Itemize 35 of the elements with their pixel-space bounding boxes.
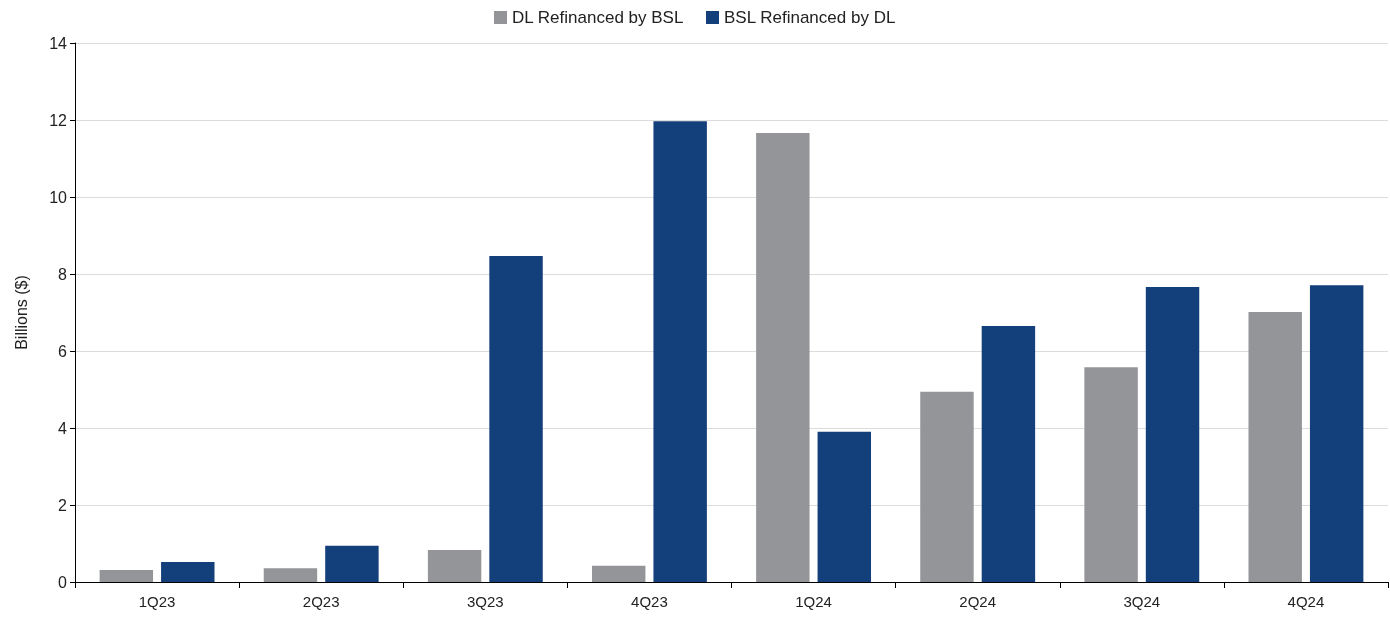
bar <box>263 568 318 582</box>
bar <box>1309 285 1364 582</box>
bar <box>325 545 379 582</box>
y-tick-label: 14 <box>49 34 68 52</box>
y-tick-label: 10 <box>49 188 68 206</box>
y-tick-label: 6 <box>58 342 68 360</box>
bar <box>1084 367 1138 582</box>
bar <box>1248 312 1302 582</box>
legend-label: DL Refinanced by BSL <box>512 8 684 27</box>
bar <box>591 565 646 582</box>
bar <box>920 391 974 582</box>
x-tick-label: 4Q23 <box>631 593 668 610</box>
bar <box>1145 287 1200 582</box>
x-tick-label: 3Q23 <box>466 593 504 610</box>
y-tick-label: 12 <box>49 111 68 129</box>
x-tick-label: 3Q24 <box>1123 593 1161 610</box>
y-tick-label: 8 <box>58 265 68 283</box>
bar <box>489 255 543 582</box>
x-tick-label: 2Q24 <box>959 593 997 610</box>
bar <box>817 431 872 582</box>
bar <box>756 133 810 582</box>
bar <box>99 570 154 582</box>
legend-label: BSL Refinanced by DL <box>724 8 896 27</box>
y-axis-title: Billions ($) <box>12 275 30 350</box>
y-tick-label: 4 <box>58 419 68 437</box>
y-tick-label: 0 <box>58 573 68 591</box>
x-tick-label: 2Q23 <box>302 593 340 610</box>
bar <box>981 325 1036 582</box>
x-tick-label: 1Q23 <box>138 593 176 610</box>
bar <box>161 561 215 582</box>
x-tick-label: 1Q24 <box>795 593 832 610</box>
x-tick-label: 4Q24 <box>1287 593 1325 610</box>
bar <box>427 550 482 582</box>
bar <box>653 121 707 582</box>
y-tick-label: 2 <box>58 496 68 514</box>
